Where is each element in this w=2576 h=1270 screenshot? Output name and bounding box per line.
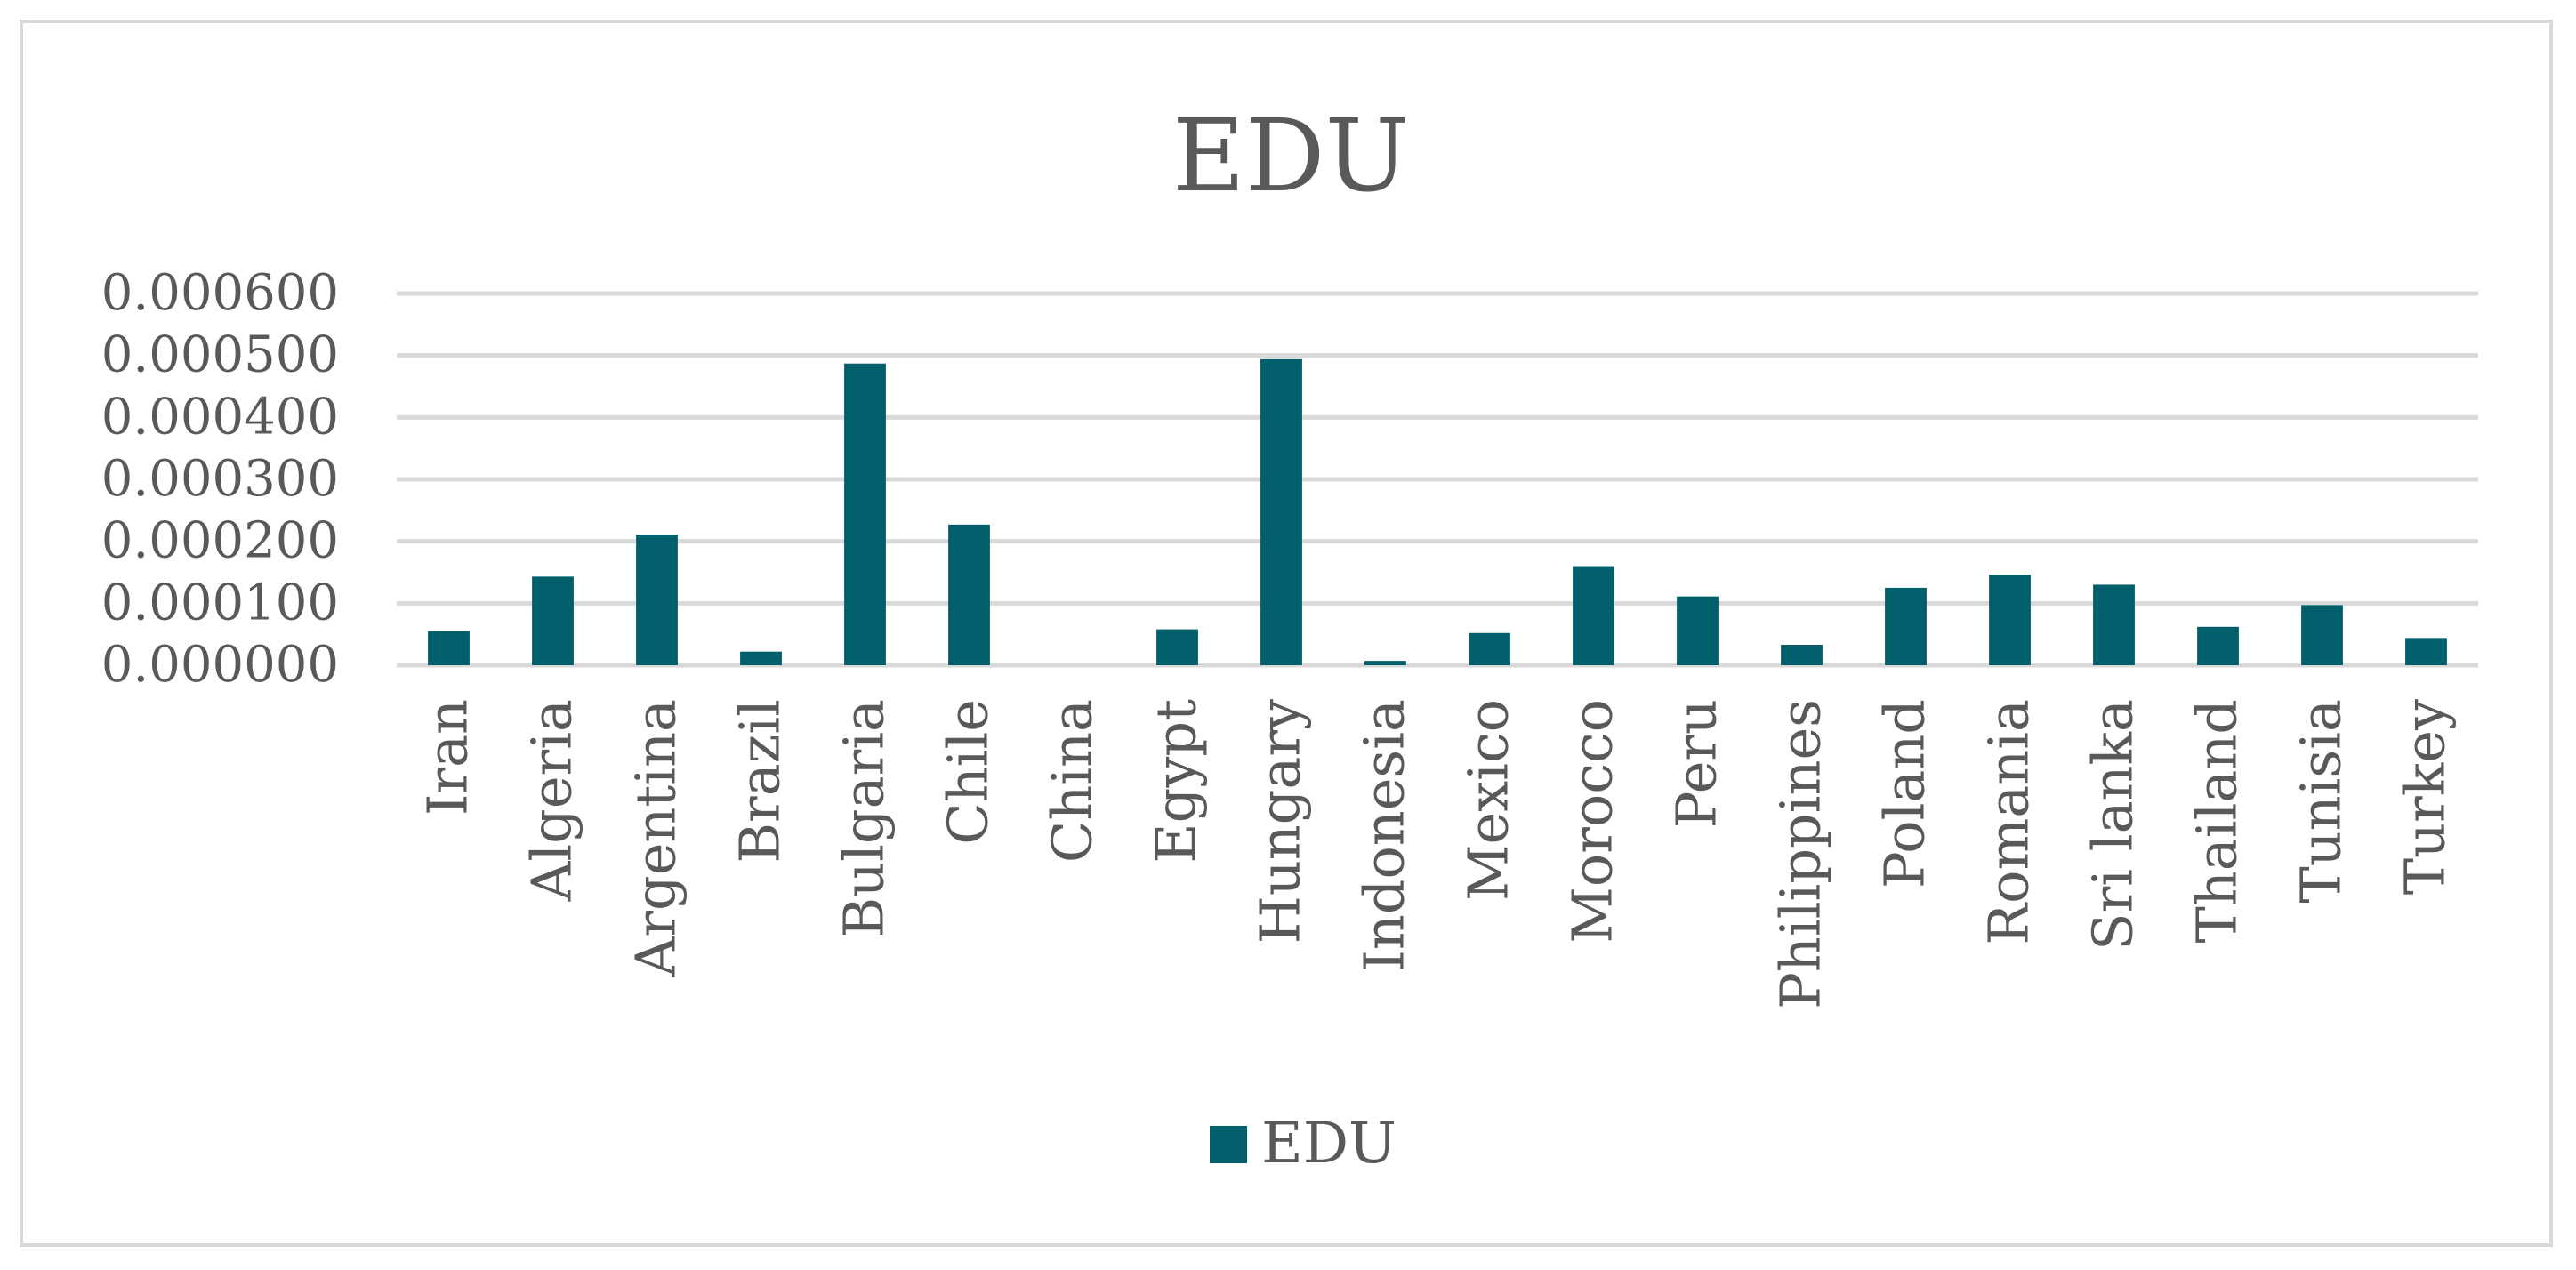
legend: EDU (1210, 1111, 1397, 1177)
x-tick-label: Philippines (1768, 699, 1833, 1009)
bar-tunisia (2301, 605, 2343, 665)
bar-morocco (1573, 566, 1614, 665)
bar-argentina (636, 535, 678, 665)
gridlines (397, 291, 2478, 668)
y-axis-tick-labels: 0.0000000.0001000.0002000.0003000.000400… (101, 264, 339, 694)
y-tick-label: 0.000100 (101, 574, 339, 631)
y-tick-label: 0.000400 (101, 388, 339, 446)
x-tick-label: Brazil (728, 699, 793, 864)
bar-egypt (1156, 629, 1198, 665)
bar-algeria (532, 576, 574, 665)
x-tick-label: Argentina (624, 699, 688, 977)
x-tick-label: Poland (1872, 699, 1937, 888)
x-tick-label: Peru (1664, 699, 1729, 828)
x-axis-tick-labels: Iran Algeria Argentina Brazil Bulgaria Chile C… (415, 699, 2458, 1009)
y-tick-label: 0.000600 (101, 264, 339, 322)
chart-title: EDU (1172, 99, 1409, 214)
bar-turkey (2405, 638, 2447, 665)
x-tick-label: Turkey (2393, 699, 2458, 895)
bar-sri-lanka (2093, 584, 2135, 665)
legend-swatch (1210, 1126, 1247, 1163)
bar-philippines (1781, 645, 1823, 665)
x-tick-label: China (1040, 699, 1105, 863)
bar-iran (428, 631, 470, 665)
bar-romania (1989, 575, 2031, 665)
x-tick-label: Thailand (2185, 699, 2250, 944)
bars (428, 358, 2447, 665)
chart-frame: EDU 0.000000 0.000100 0.000200 0.000300 0.00… (20, 20, 2553, 1247)
x-tick-label: Mexico (1456, 699, 1521, 901)
x-tick-label: Iran (415, 699, 480, 816)
x-tick-label: Tunisia (2289, 699, 2354, 904)
y-tick-label: 0.000300 (101, 450, 339, 508)
bar-bulgaria (844, 363, 886, 665)
x-tick-label: Morocco (1560, 699, 1625, 944)
bar-peru (1677, 596, 1719, 665)
x-tick-label: Algeria (519, 699, 584, 902)
x-tick-label: Hungary (1248, 699, 1313, 944)
bar-thailand (2197, 626, 2239, 665)
bar-indonesia (1364, 661, 1406, 665)
x-tick-label: Romania (1976, 699, 2041, 945)
y-tick-label: 0.000000 (101, 636, 339, 694)
x-tick-label: Chile (936, 699, 1001, 845)
bar-hungary (1260, 358, 1302, 665)
bar-poland (1885, 587, 1927, 665)
bar-mexico (1469, 632, 1510, 665)
bar-chart: EDU 0.0000000.0001000.0002000.0003000.00… (101, 99, 2478, 1177)
x-tick-label: Sri lanka (2081, 699, 2145, 951)
x-tick-label: Indonesia (1352, 699, 1417, 972)
y-tick-label: 0.000500 (101, 326, 339, 384)
bar-chile (948, 524, 990, 665)
y-tick-label: 0.000200 (101, 512, 339, 570)
x-tick-label: Egypt (1144, 699, 1209, 864)
legend-label: EDU (1261, 1111, 1397, 1177)
x-tick-label: Bulgaria (832, 699, 897, 937)
bar-brazil (740, 651, 782, 665)
